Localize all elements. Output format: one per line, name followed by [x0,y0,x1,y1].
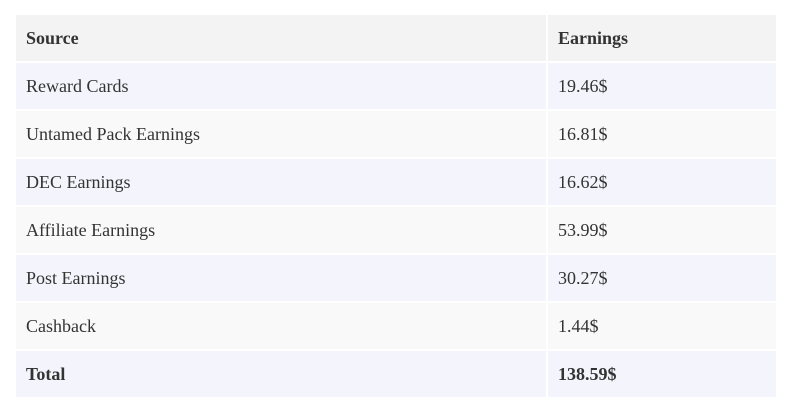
table-cell: Untamed Pack Earnings [14,109,548,159]
table-cell: 19.46$ [546,61,778,111]
table-row: Affiliate Earnings 53.99$ [14,205,778,255]
table-cell: Reward Cards [14,61,548,111]
table-cell: 1.44$ [546,301,778,351]
total-cell: Total [14,349,548,399]
table-row: Reward Cards 19.46$ [14,61,778,111]
table-cell: DEC Earnings [14,157,548,207]
table-row: DEC Earnings 16.62$ [14,157,778,207]
earnings-table: Source Earnings Reward Cards 19.46$ Untame… [14,13,778,399]
header-cell: Source [14,13,548,63]
table-cell: 30.27$ [546,253,778,303]
table-row: Untamed Pack Earnings 16.81$ [14,109,778,159]
table-cell: Post Earnings [14,253,548,303]
header-cell: Earnings [546,13,778,63]
table-cell: 16.62$ [546,157,778,207]
table-row: Cashback 1.44$ [14,301,778,351]
table-cell: Affiliate Earnings [14,205,548,255]
table-cell: 16.81$ [546,109,778,159]
total-cell: 138.59$ [546,349,778,399]
table-cell: Cashback [14,301,548,351]
header-row: Source Earnings [14,13,778,63]
total-row: Total 138.59$ [14,349,778,399]
table-head: Source Earnings [14,13,778,63]
table-row: Post Earnings 30.27$ [14,253,778,303]
table-body: Reward Cards 19.46$ Untamed Pack Earnings 1… [14,61,778,399]
table-cell: 53.99$ [546,205,778,255]
